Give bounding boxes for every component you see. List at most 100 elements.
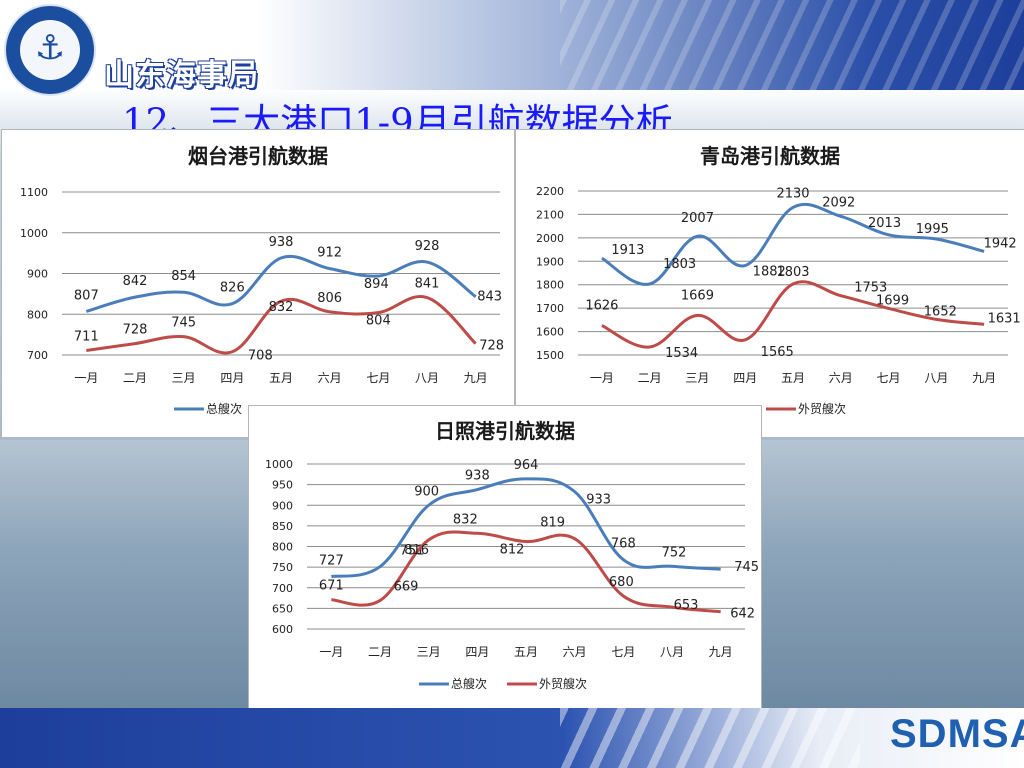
y-tick-label: 750 (272, 561, 293, 574)
y-tick-label: 2000 (536, 232, 564, 245)
x-tick-label: 三月 (685, 371, 709, 385)
y-tick-label: 800 (272, 541, 293, 554)
data-label: 752 (662, 545, 687, 560)
data-label: 642 (730, 607, 755, 622)
series-line-foreign (601, 280, 985, 349)
x-tick-label: 五月 (514, 645, 538, 659)
msa-logo: ⚓ (4, 4, 96, 96)
data-label: 900 (414, 484, 439, 499)
x-tick-label: 四月 (465, 645, 489, 659)
y-tick-label: 1000 (265, 458, 293, 471)
chart-qingdao: 青岛港引航数据 1500 1600 1700 1800 1900 2000 2100 2200 一… (515, 129, 1024, 438)
y-tick-label: 1000 (20, 227, 48, 240)
anchor-icon: ⚓ (34, 28, 66, 68)
chart-yantai-svg: 烟台港引航数据 700 800 900 1000 1100 一月 二月 三月 四月 五月 六月 七月 八月… (20, 144, 504, 416)
data-label: 1803 (663, 257, 696, 272)
y-tick-label: 700 (272, 582, 293, 595)
y-tick-label: 900 (27, 268, 48, 281)
data-label: 842 (123, 274, 148, 289)
chart-title: 烟台港引航数据 (188, 144, 328, 168)
data-label: 727 (319, 554, 344, 569)
data-label: 1534 (665, 346, 698, 361)
x-tick-label: 五月 (781, 371, 805, 385)
y-tick-label: 650 (272, 602, 293, 615)
data-label: 1995 (916, 222, 949, 237)
x-tick-label: 九月 (709, 645, 733, 659)
x-tick-label: 六月 (563, 645, 587, 659)
data-label: 894 (364, 277, 389, 292)
data-label: 964 (514, 458, 539, 473)
chart-rizhao-svg: 日照港引航数据 600 650 700 750 800 850 900 950 1000 一月 二月 三… (265, 419, 759, 691)
data-label: 1631 (988, 311, 1021, 326)
data-label: 806 (317, 291, 342, 306)
data-label: 671 (319, 579, 344, 594)
data-label: 680 (609, 575, 634, 590)
x-tick-label: 二月 (368, 645, 392, 659)
y-tick-label: 1100 (20, 186, 48, 199)
footer-brand: SDMSA (890, 712, 1024, 756)
data-label: 669 (394, 580, 419, 595)
y-tick-label: 600 (272, 623, 293, 636)
data-label: 2013 (868, 216, 901, 231)
series-line-total (85, 255, 477, 313)
footer-band (0, 708, 1024, 768)
data-label: 938 (465, 469, 490, 484)
chart-rizhao: 日照港引航数据 600 650 700 750 800 850 900 950 1000 一月 二月 三… (248, 405, 762, 712)
series-line-foreign (86, 294, 477, 355)
x-tick-label: 一月 (319, 645, 343, 659)
legend-label: 总艘次 (206, 401, 242, 416)
x-tick-label: 七月 (877, 371, 901, 385)
footer-decoration (560, 708, 860, 768)
y-tick-label: 1600 (536, 326, 564, 339)
data-label: 745 (171, 316, 196, 331)
header-band (0, 0, 1024, 90)
y-tick-label: 2200 (536, 185, 564, 198)
data-label: 1699 (876, 293, 909, 308)
data-label: 933 (586, 493, 611, 508)
data-label: 854 (171, 269, 196, 284)
data-label: 826 (220, 281, 245, 296)
x-tick-label: 八月 (924, 371, 948, 385)
data-label: 938 (269, 235, 294, 250)
data-label: 2092 (822, 195, 855, 210)
legend-label: 外贸艘次 (539, 676, 587, 691)
x-tick-label: 二月 (123, 371, 147, 385)
x-tick-label: 四月 (220, 371, 244, 385)
data-label: 1803 (776, 265, 809, 280)
data-label: 768 (611, 537, 636, 552)
y-tick-label: 900 (272, 499, 293, 512)
data-label: 653 (674, 598, 699, 613)
data-label: 708 (248, 349, 273, 364)
data-label: 1652 (924, 304, 957, 319)
data-label: 1942 (984, 236, 1017, 251)
series-line-total (601, 202, 985, 286)
data-label: 1753 (854, 281, 887, 296)
x-tick-label: 三月 (172, 371, 196, 385)
data-label: 843 (477, 290, 502, 305)
chart-title: 青岛港引航数据 (700, 144, 840, 168)
x-tick-label: 八月 (415, 371, 439, 385)
series-line-foreign (331, 530, 721, 614)
data-label: 832 (269, 300, 294, 315)
data-label: 804 (366, 314, 391, 329)
x-tick-label: 一月 (590, 371, 614, 385)
data-label: 841 (415, 277, 440, 292)
series-line-total (331, 477, 721, 579)
data-label: 751 (400, 544, 425, 559)
chart-title: 日照港引航数据 (435, 419, 575, 443)
y-tick-label: 2100 (536, 208, 564, 221)
x-tick-label: 五月 (269, 371, 293, 385)
data-label: 728 (479, 339, 504, 354)
y-tick-label: 1900 (536, 255, 564, 268)
legend-label: 总艘次 (451, 676, 487, 691)
data-label: 2007 (681, 211, 714, 226)
chart-yantai: 烟台港引航数据 700 800 900 1000 1100 一月 二月 三月 四月 五月 六月 七月 八月… (1, 129, 515, 438)
x-tick-label: 二月 (638, 371, 662, 385)
x-tick-label: 六月 (318, 371, 342, 385)
x-tick-label: 四月 (733, 371, 757, 385)
y-tick-label: 950 (272, 479, 293, 492)
legend-label: 外贸艘次 (798, 401, 846, 416)
data-label: 1626 (585, 298, 618, 313)
data-label: 1669 (681, 288, 714, 303)
data-label: 1882 (753, 265, 786, 280)
